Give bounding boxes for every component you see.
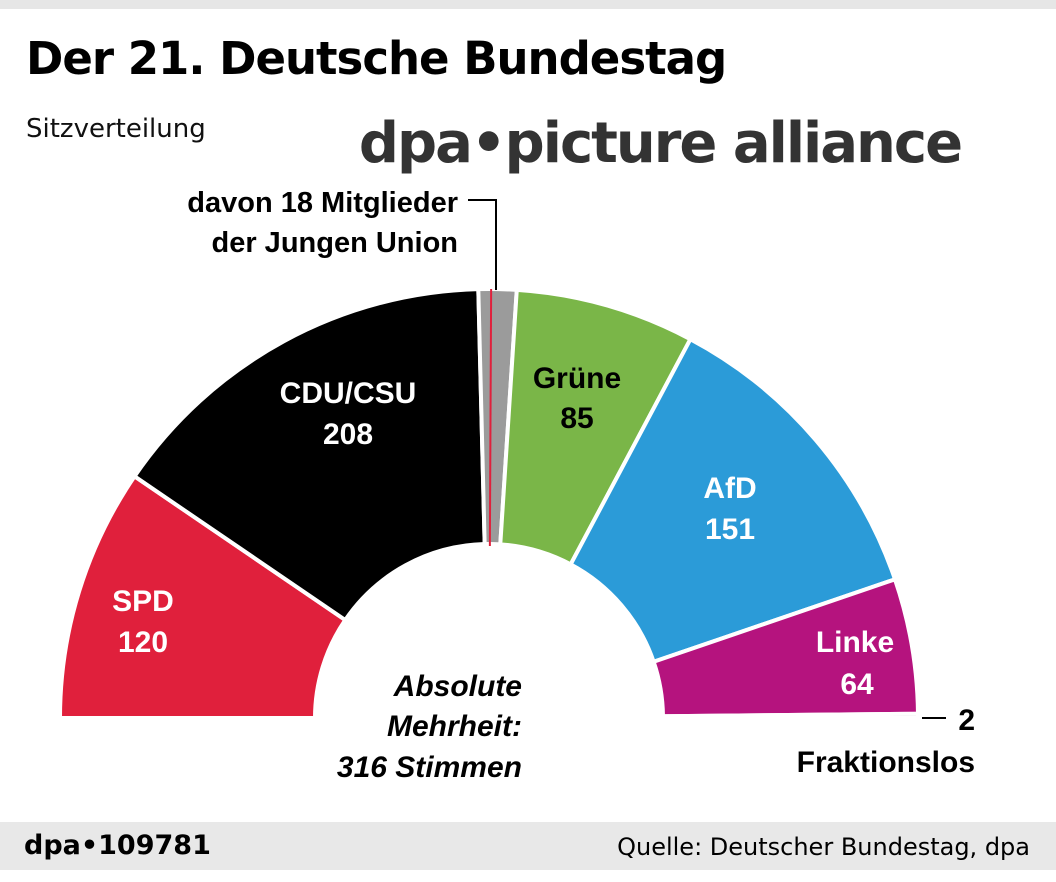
ju-annotation-line1: davon 18 Mitglieder	[187, 187, 458, 219]
majority-line	[488, 289, 493, 547]
graphic-id: dpa•109781	[24, 830, 211, 861]
segment-afd	[568, 337, 897, 664]
label-spd-value: 120	[118, 626, 168, 659]
label-cdu-name: CDU/CSU	[280, 377, 417, 410]
ju-annotation-line2: der Jungen Union	[212, 227, 459, 259]
majority-label-line3: 316 Stimmen	[337, 751, 522, 784]
label-linke-name: Linke	[816, 626, 894, 659]
watermark-text: dpa•picture alliance	[359, 111, 961, 176]
label-linke-value: 64	[840, 668, 874, 701]
chart-subtitle: Sitzverteilung	[26, 114, 206, 144]
fraktionslos-label: Fraktionslos	[797, 746, 975, 779]
label-gruene-value: 85	[560, 402, 593, 435]
watermark: dpa•picture alliance	[356, 108, 966, 179]
label-cdu-value: 208	[323, 418, 373, 451]
label-spd-name: SPD	[112, 585, 174, 618]
top-band	[0, 0, 1056, 9]
chart-title: Der 21. Deutsche Bundestag	[26, 32, 727, 85]
footer: dpa•109781 Quelle: Deutscher Bundestag, …	[0, 822, 1056, 870]
majority-label-line1: Absolute	[393, 670, 522, 703]
segment-spd	[58, 474, 348, 720]
label-afd-value: 151	[705, 513, 755, 546]
source-note: Quelle: Deutscher Bundestag, dpa	[617, 833, 1030, 861]
bottom-band	[0, 870, 1056, 882]
label-afd-name: AfD	[703, 472, 756, 505]
segment-fraktionslos	[660, 711, 921, 720]
segment-cdu-csu	[132, 287, 487, 622]
ju-leader-line	[468, 199, 497, 290]
majority-label-line2: Mehrheit:	[387, 710, 522, 743]
label-gruene-name: Grüne	[533, 362, 621, 395]
fraktionslos-count: 2	[958, 704, 975, 737]
